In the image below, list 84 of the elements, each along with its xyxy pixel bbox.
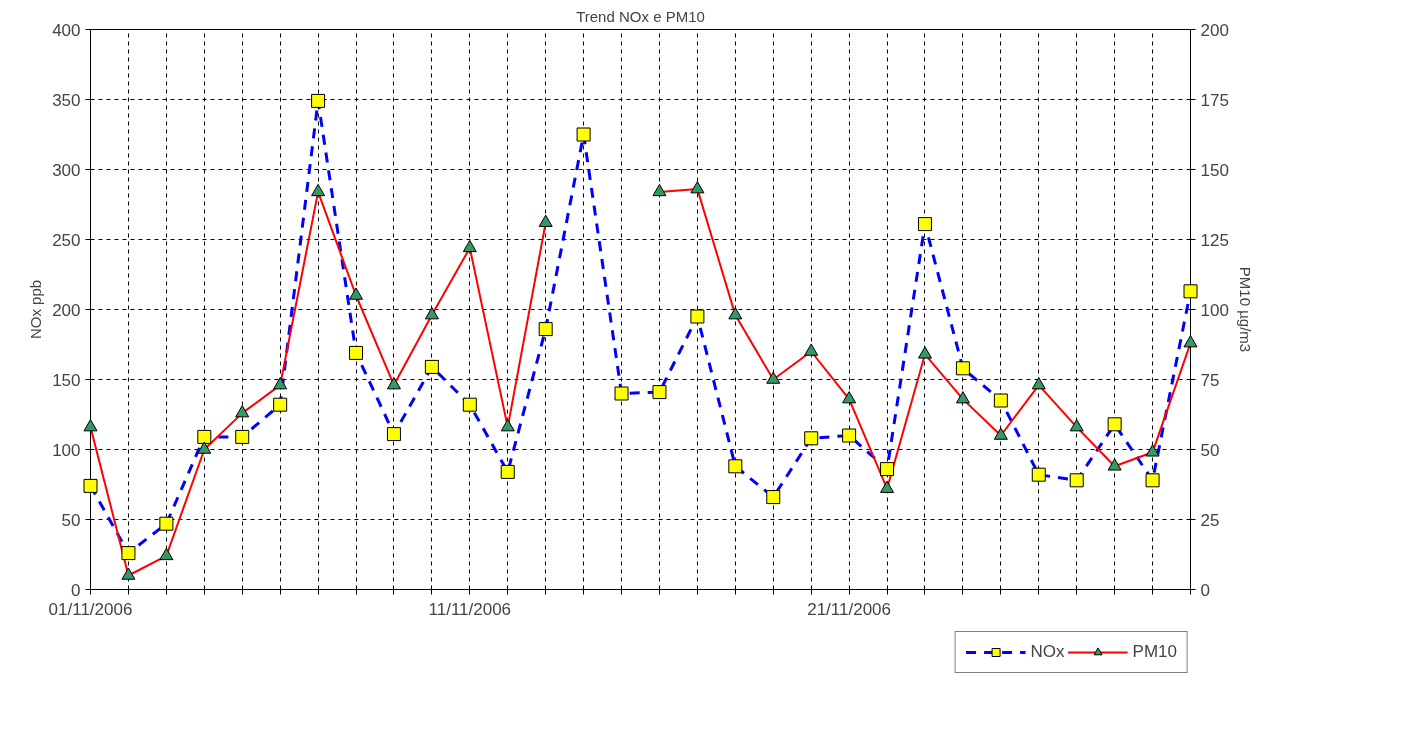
y2-tick-label: 150 — [1200, 160, 1229, 180]
point — [500, 464, 515, 479]
point — [424, 359, 439, 374]
point — [1031, 467, 1046, 482]
point — [576, 127, 591, 142]
point — [652, 183, 667, 197]
point — [386, 427, 401, 442]
y2-tick-label: 100 — [1200, 300, 1229, 320]
point — [690, 309, 705, 324]
y2-tick-label: 175 — [1200, 90, 1229, 110]
point — [690, 181, 705, 194]
y-axis-title: NOx ppb — [27, 279, 45, 340]
point — [1183, 335, 1198, 348]
point — [273, 397, 288, 412]
point — [804, 343, 819, 356]
point — [83, 478, 98, 493]
point — [955, 361, 970, 376]
point — [159, 516, 174, 531]
point — [917, 346, 932, 359]
point — [538, 322, 553, 337]
y-tick-label: 250 — [52, 230, 81, 250]
point — [311, 93, 326, 108]
y-tick-label: 350 — [52, 90, 81, 110]
point — [386, 377, 401, 390]
point — [235, 405, 250, 418]
point — [993, 393, 1008, 408]
point — [1107, 417, 1122, 432]
y-tick-label: 0 — [71, 580, 81, 600]
point — [121, 546, 136, 561]
point — [955, 391, 970, 404]
point — [500, 419, 515, 432]
point — [538, 214, 553, 227]
point — [728, 307, 743, 320]
y-tick-label: 400 — [52, 20, 81, 40]
legend-label: PM10 — [1132, 642, 1177, 662]
point — [273, 377, 288, 390]
point — [1069, 473, 1084, 488]
point — [83, 419, 98, 432]
y2-tick-label: 200 — [1200, 20, 1229, 40]
point — [728, 459, 743, 474]
y2-tick-label: 125 — [1200, 230, 1229, 250]
point — [917, 217, 932, 232]
point — [880, 462, 895, 477]
y-tick-label: 150 — [52, 370, 81, 390]
point — [1107, 458, 1122, 471]
point — [842, 391, 857, 404]
point — [1183, 284, 1198, 299]
x-tick-label: 11/11/2006 — [428, 599, 512, 619]
point — [235, 429, 250, 444]
point — [424, 307, 439, 320]
legend-label: NOx — [1030, 642, 1065, 662]
point — [1145, 473, 1160, 488]
x-tick-label: 21/11/2006 — [807, 599, 892, 619]
point — [614, 386, 629, 401]
point — [121, 567, 136, 580]
point — [159, 547, 174, 561]
y-tick-label: 300 — [52, 160, 81, 180]
point — [993, 427, 1008, 440]
point — [1069, 419, 1084, 432]
x-tick-label: 01/11/2006 — [48, 599, 133, 619]
point — [804, 431, 819, 446]
point — [197, 441, 212, 454]
y2-tick-label: 75 — [1200, 370, 1220, 390]
y-tick-label: 100 — [52, 440, 81, 460]
point — [349, 287, 364, 300]
point — [1145, 444, 1160, 457]
y2-tick-label: 50 — [1200, 440, 1220, 460]
point — [1031, 377, 1046, 390]
point — [766, 371, 781, 384]
point — [842, 428, 857, 443]
y2-tick-label: 0 — [1200, 580, 1210, 600]
point — [311, 183, 326, 197]
point — [197, 429, 212, 444]
point — [349, 345, 364, 360]
point — [462, 397, 477, 412]
y2-tick-label: 25 — [1200, 510, 1220, 530]
point — [766, 490, 781, 505]
point — [880, 480, 895, 493]
y-tick-label: 50 — [61, 510, 81, 530]
y2-axis-title: PM10 µg/m3 — [1236, 266, 1254, 353]
y-tick-label: 200 — [52, 300, 81, 320]
chart-title: Trend NOx e PM10 — [576, 7, 705, 25]
point — [652, 385, 667, 400]
point — [462, 239, 477, 253]
